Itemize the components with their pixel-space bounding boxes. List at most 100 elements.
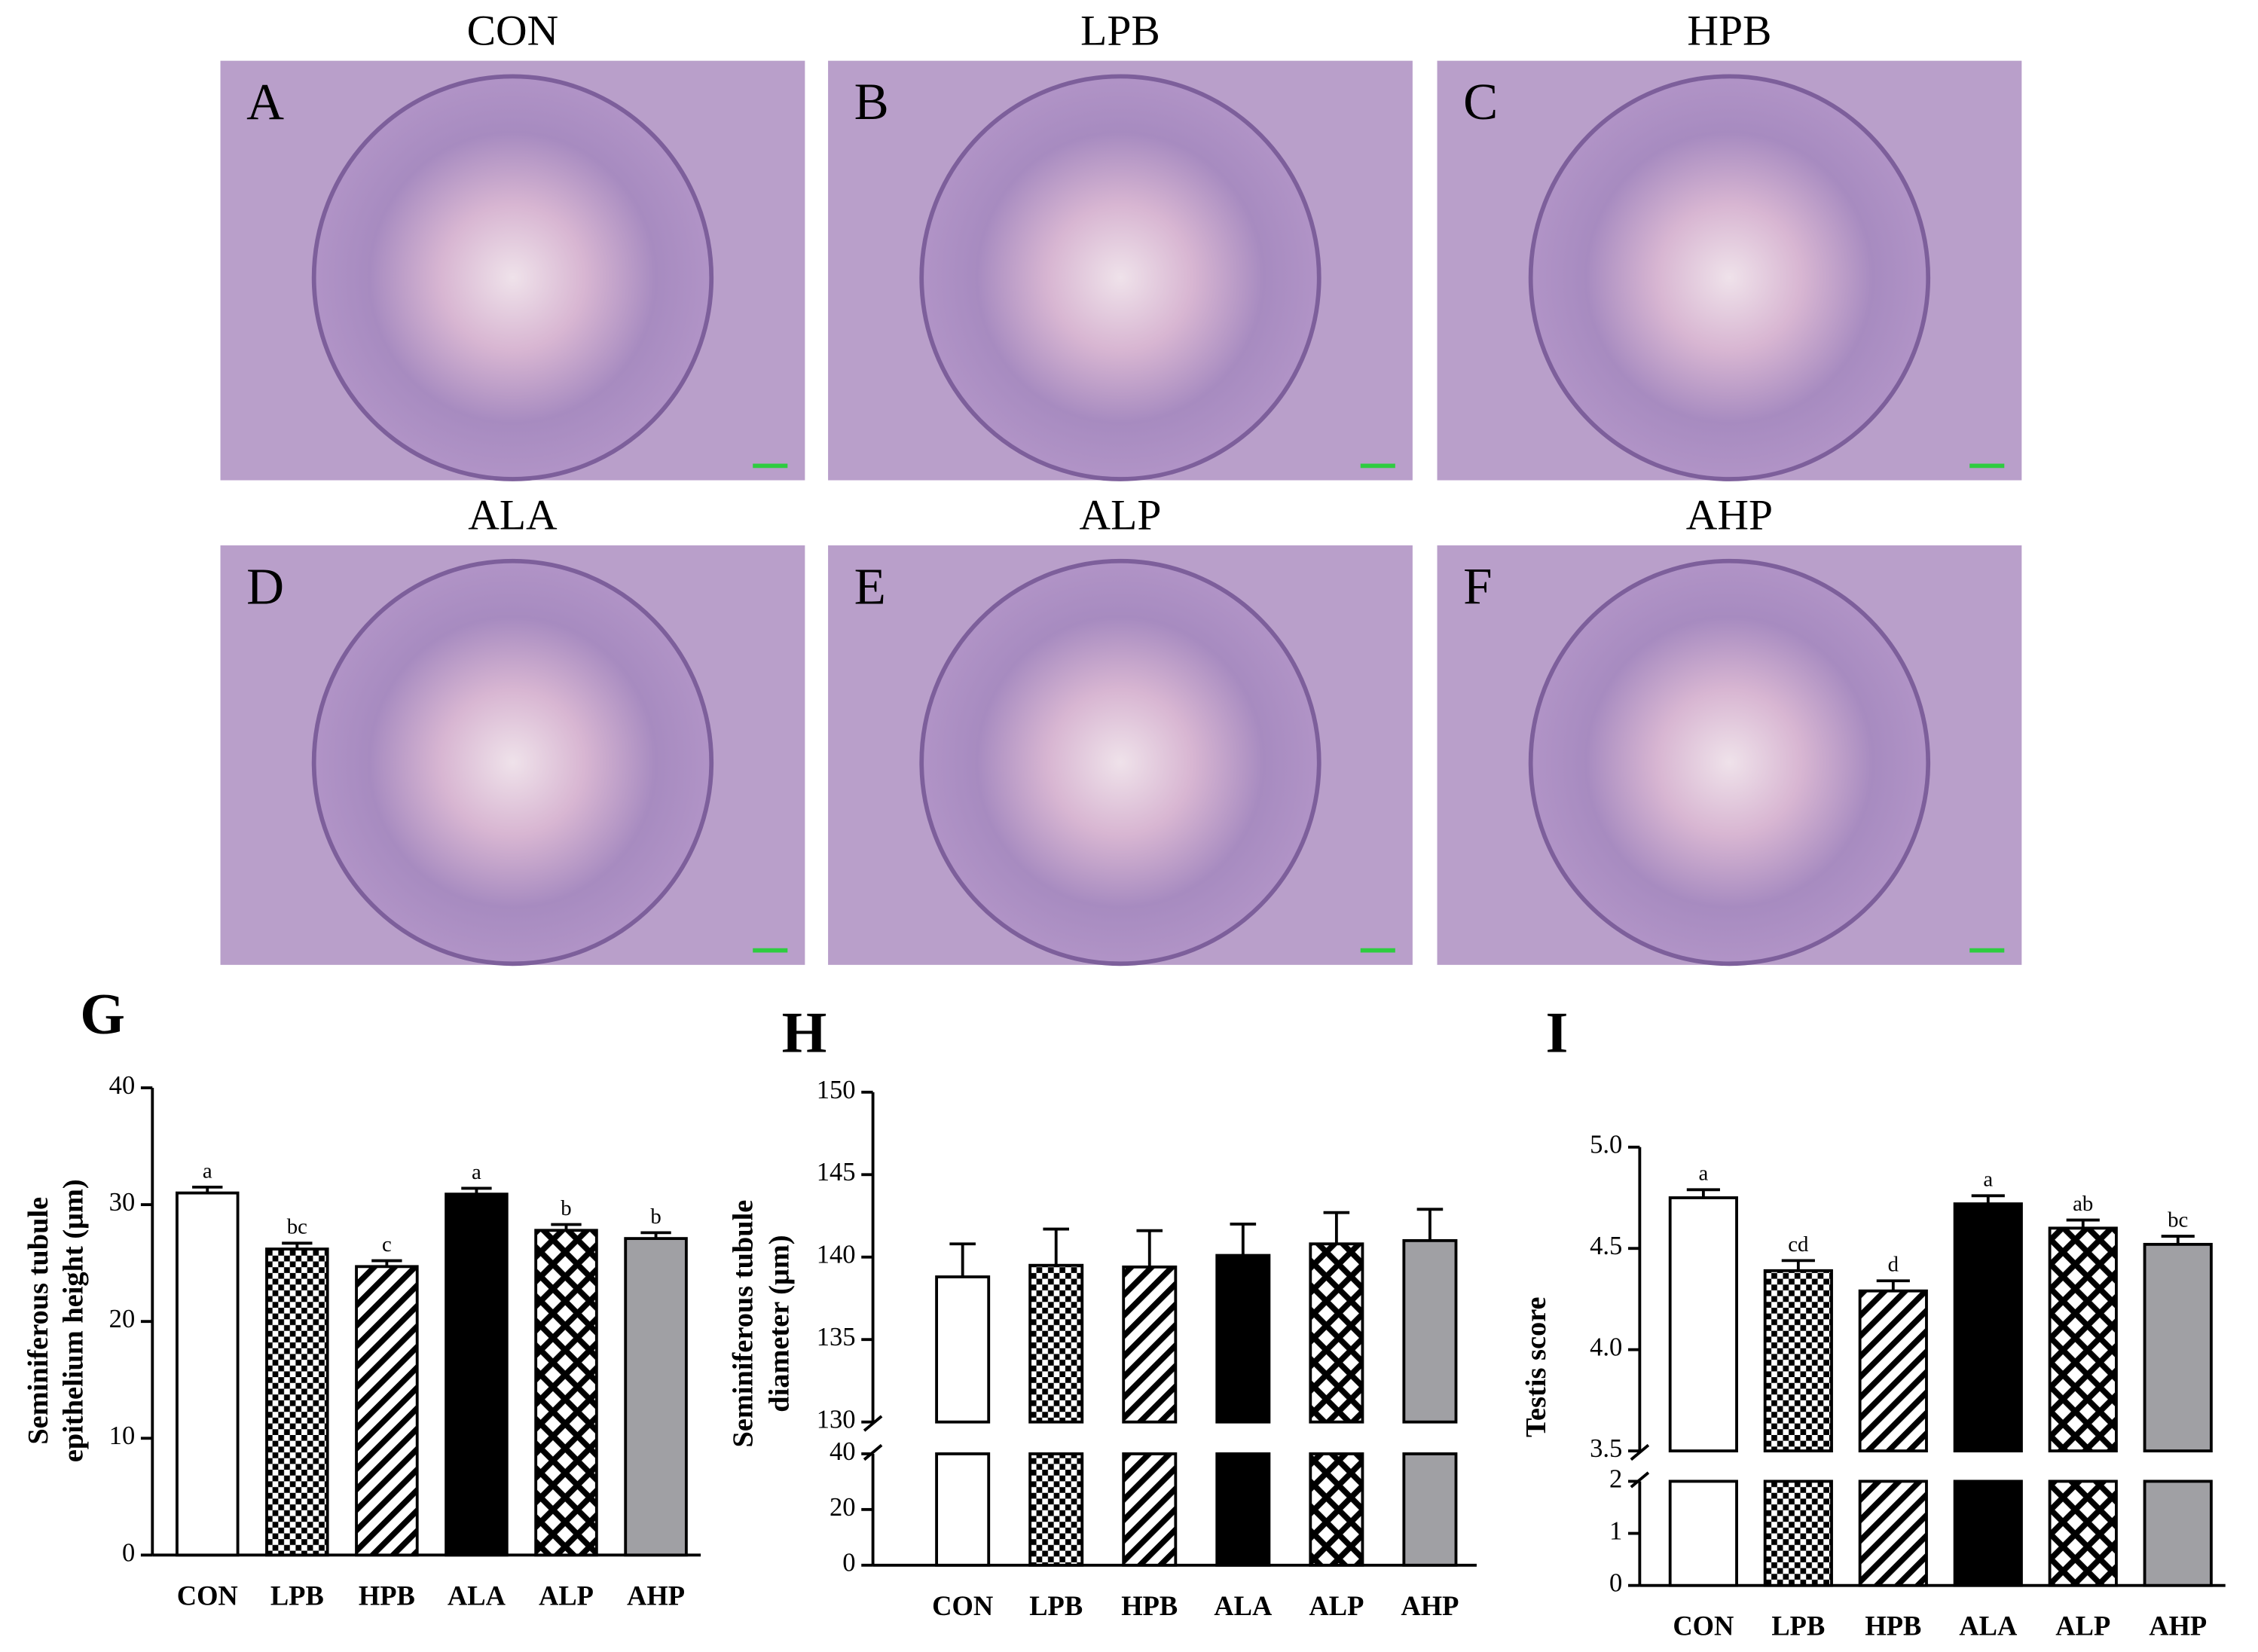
error-bar [551, 1223, 582, 1231]
axis-break [863, 1415, 883, 1432]
x-tick-label: LPB [1029, 1590, 1083, 1621]
error-bar [1876, 1279, 1910, 1291]
tubule [1528, 558, 1931, 966]
x-tick-label: HPB [359, 1580, 415, 1611]
bar [1309, 1452, 1364, 1567]
bar [2048, 1226, 2118, 1452]
bar [1215, 1254, 1271, 1424]
y-tick-label: 1 [1609, 1516, 1622, 1545]
significance-letter: c [382, 1232, 392, 1257]
error-bar [1323, 1211, 1350, 1244]
x-tick-label: ALA [1959, 1611, 2018, 1641]
bar [265, 1247, 329, 1557]
panel-title: LPB [1080, 7, 1160, 54]
bar [1763, 1269, 1833, 1452]
bar [935, 1452, 991, 1567]
y-tick-label: 4.5 [1590, 1232, 1622, 1260]
significance-letter: bc [2168, 1208, 2188, 1232]
x-tick-label: AHP [627, 1580, 685, 1611]
x-tick-label: ALP [2055, 1611, 2110, 1641]
significance-letter: a [472, 1160, 481, 1184]
significance-letter: d [1888, 1253, 1899, 1277]
bar [355, 1265, 419, 1557]
y-axis-label: Seminiferous tubule [23, 1197, 54, 1445]
bar [1763, 1479, 1833, 1587]
panel-label: D [246, 557, 284, 615]
bar [2048, 1479, 2118, 1587]
bar [2143, 1242, 2213, 1452]
panel-title: AHP [1686, 492, 1773, 539]
error-bar [1686, 1188, 1720, 1199]
bar [176, 1191, 240, 1557]
y-tick-label: 145 [817, 1158, 856, 1186]
panel-label: B [854, 72, 889, 130]
tubule [1528, 74, 1931, 481]
bar [1953, 1202, 2023, 1452]
y-tick-label: 3.5 [1590, 1434, 1622, 1463]
panel-label: F [1463, 557, 1492, 615]
panel-label: C [1463, 72, 1498, 130]
error-bar [949, 1242, 976, 1278]
tubule [311, 74, 714, 481]
bar [1028, 1263, 1084, 1424]
significance-letter: cd [1788, 1232, 1809, 1257]
error-bar [461, 1186, 492, 1195]
tubule [919, 558, 1321, 966]
x-tick-label: HPB [1865, 1611, 1921, 1641]
bar [1858, 1479, 1928, 1587]
tubule [311, 558, 714, 966]
x-tick-label: CON [932, 1590, 993, 1621]
significance-letter: b [561, 1196, 571, 1220]
x-tick-label: LPB [1771, 1611, 1825, 1641]
x-tick-label: ALA [1214, 1590, 1273, 1621]
y-tick-label: 2 [1609, 1464, 1622, 1493]
x-tick-label: ALP [539, 1580, 594, 1611]
x-tick-label: CON [1673, 1611, 1734, 1641]
y-tick-label: 130 [817, 1406, 856, 1434]
bar [1028, 1452, 1084, 1567]
panel-label: A [246, 72, 284, 130]
y-tick-label: 4.0 [1590, 1333, 1622, 1362]
significance-letter: a [1698, 1162, 1708, 1186]
error-bar [282, 1241, 313, 1250]
panel-label: E [854, 557, 886, 615]
axis-break [863, 1443, 883, 1461]
bar [1122, 1452, 1178, 1567]
y-tick-label: 0 [1609, 1569, 1622, 1598]
error-bar [1043, 1227, 1069, 1266]
error-bar [1781, 1259, 1815, 1271]
bar [1122, 1265, 1178, 1424]
axis-break [1630, 1443, 1650, 1461]
panel-title: ALA [468, 492, 558, 539]
y-tick-label: 140 [817, 1241, 856, 1269]
y-axis-label: diameter (μm) [763, 1235, 795, 1412]
bar [1668, 1196, 1738, 1452]
y-tick-label: 20 [830, 1493, 856, 1522]
error-bar [1971, 1194, 2005, 1205]
axis-break [1630, 1471, 1650, 1489]
x-tick-label: HPB [1121, 1590, 1178, 1621]
bar [534, 1229, 598, 1557]
significance-letter: ab [2073, 1192, 2093, 1216]
x-tick-label: ALP [1309, 1590, 1364, 1621]
bar [1668, 1479, 1738, 1587]
y-tick-label: 30 [109, 1188, 136, 1217]
error-bar [1230, 1223, 1257, 1256]
y-axis-label: epithelium height (μm) [57, 1179, 89, 1462]
panel-label: I [1546, 1000, 1569, 1064]
y-tick-label: 150 [817, 1076, 856, 1104]
error-bar [1136, 1229, 1163, 1267]
error-bar [2066, 1218, 2100, 1229]
y-tick-label: 20 [109, 1305, 136, 1333]
panel-title: CON [467, 7, 559, 54]
y-tick-label: 135 [817, 1323, 856, 1351]
bar [1309, 1242, 1364, 1424]
bar [1953, 1479, 2023, 1587]
significance-letter: a [1983, 1168, 1993, 1192]
error-bar [640, 1231, 671, 1239]
bar [1402, 1452, 1458, 1567]
panel-title: ALP [1080, 492, 1162, 539]
bar [445, 1192, 509, 1557]
